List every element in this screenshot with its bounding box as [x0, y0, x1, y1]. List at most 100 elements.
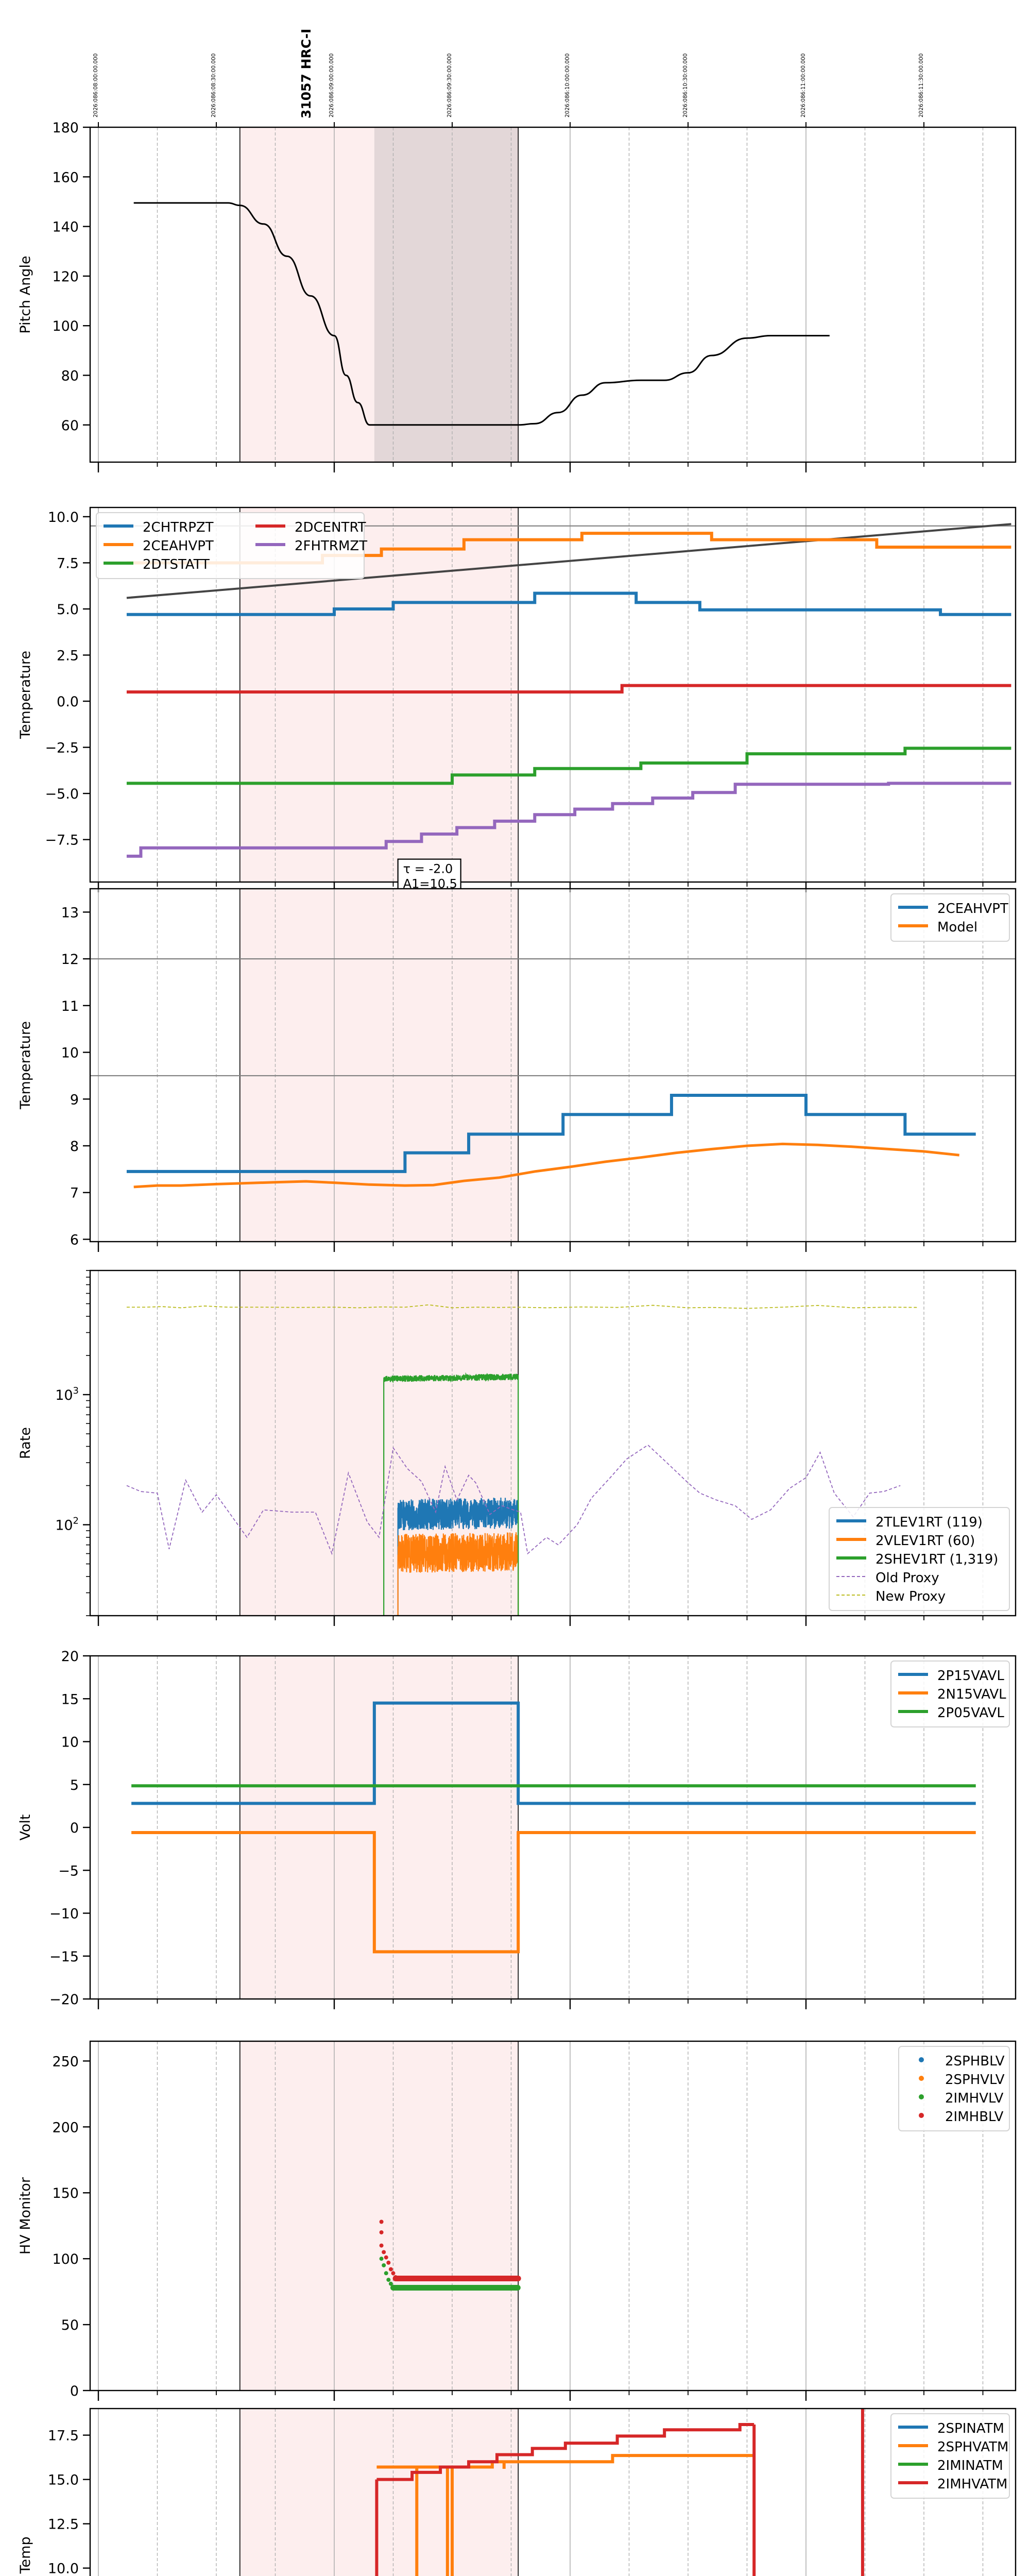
series-2chtrpzt [126, 591, 1011, 616]
legend-label: 2P15VAVL [937, 1668, 1004, 1684]
y-tick-label: 8 [70, 1139, 79, 1155]
axes-frame [89, 126, 1017, 463]
y-tick-label: 150 [52, 2185, 79, 2201]
series-2p15vavl [131, 1701, 976, 1805]
series-line [126, 523, 1011, 599]
plot-area [126, 1304, 917, 1616]
y-tick-label: 60 [61, 418, 79, 434]
y-tick-label: −10 [49, 1906, 79, 1922]
legend: 2SPHBLV 2SPHVLV 2IMHVLV 2IMHBLV [898, 2046, 1010, 2131]
panel-volt: −20−15−10−505101520Volt2P15VAVL2N15VAVL2… [18, 1649, 1017, 2009]
legend-label: 2SHEV1RT (1,319) [876, 1552, 998, 1567]
y-axis-label: Volt [18, 1815, 33, 1841]
axes-frame [89, 1269, 1017, 1617]
legend-label: Old Proxy [876, 1570, 939, 1586]
legend-item: 2P05VAVL [898, 1705, 1004, 1721]
scatter-point [379, 2230, 384, 2234]
legend-item: 2SPHBLV [919, 2054, 1005, 2069]
top-time-label: 2026:086:08:30:00.000 [211, 54, 217, 117]
axes-frame [89, 2040, 1017, 2392]
y-tick-label: 0.0 [57, 694, 79, 710]
series-2imhblv [379, 2219, 521, 2282]
y-tick-label: 200 [52, 2120, 79, 2136]
axes-frame [89, 1655, 1017, 2000]
y-tick-label: 10 [61, 1045, 79, 1061]
series-2tlev1rt-119- [397, 1497, 519, 1616]
panel-temp1: −7.5 −5.0 −2.5 0.0 2.5 5.0 7.5 10.0 Temperature 2… [18, 506, 1017, 911]
legend-label: 2TLEV1RT (119) [876, 1515, 983, 1530]
legend-item: 2SHEV1RT (1,319) [836, 1552, 998, 1567]
plot-area [133, 202, 830, 426]
y-tick-label: 140 [52, 219, 79, 235]
y-tick-label: 15.0 [48, 2472, 79, 2488]
series-2sphvatm [376, 2454, 754, 2576]
legend-label: 2DTSTATT [143, 557, 210, 572]
axes-frame [89, 506, 1017, 883]
y-tick-label: −2.5 [45, 740, 79, 756]
legend-label: 2IMHVATM [937, 2477, 1007, 2492]
step-line [126, 1094, 976, 1173]
shaded-interval [239, 889, 519, 1242]
step-line [126, 782, 1011, 858]
legend-marker [919, 2057, 924, 2062]
legend-item: 2SPINATM [898, 2421, 1004, 2436]
series-pitch [133, 202, 830, 426]
legend-frame [829, 1507, 1010, 1611]
series-2fhtrmzt [126, 782, 1011, 858]
y-tick-label: 10.0 [48, 2561, 79, 2576]
top-time-label: 2026:086:11:30:00.000 [918, 54, 924, 117]
legend-marker [919, 2113, 924, 2118]
scatter-point [382, 2263, 386, 2267]
proxy-line [126, 1444, 901, 1555]
legend-marker [919, 2094, 924, 2099]
scatter-point [388, 2267, 393, 2272]
y-tick-label: −7.5 [45, 833, 79, 849]
legend-item: 2IMHBLV [919, 2109, 1004, 2125]
scatter-point [386, 2260, 391, 2265]
legend-item: 2N15VAVL [898, 1687, 1006, 1702]
legend-marker [919, 2076, 924, 2081]
legend-item: Old Proxy [836, 1570, 939, 1586]
scatter-point [391, 2271, 396, 2276]
legend-label: 2DCENTRT [295, 520, 366, 535]
y-tick-label: 0 [70, 2383, 79, 2399]
plot-area [375, 2409, 864, 2576]
legend-label: 2SPHBLV [945, 2054, 1005, 2069]
legend-item: 2SPHVATM [898, 2439, 1008, 2455]
scatter-point [382, 2250, 386, 2255]
y-axis-label: Temperature [18, 651, 33, 739]
legend-item: New Proxy [836, 1589, 946, 1604]
proxy-line [126, 1304, 917, 1309]
y-tick-label: 250 [52, 2054, 79, 2070]
legend-label: 2IMHBLV [945, 2109, 1004, 2125]
legend-label: 2SPINATM [937, 2421, 1004, 2436]
top-time-label: 2026:086:09:00:00.000 [329, 54, 335, 117]
panel-pitch: 60 80 100 120 140 160 180 Pitch Angle [18, 120, 1017, 472]
legend-frame [898, 2046, 1010, 2131]
legend-label: 2SPHVATM [937, 2439, 1008, 2455]
y-tick-label: 80 [61, 368, 79, 384]
legend-label: 2N15VAVL [937, 1687, 1006, 1702]
series-line [133, 1142, 959, 1189]
series-trend [126, 523, 1011, 599]
legend-label: 2FHTRMZT [295, 538, 367, 554]
shaded-interval [239, 1656, 519, 1999]
legend: 2CHTRPZT 2CEAHVPT 2DTSTATT 2DCENTRT 2FHTRMZT [96, 512, 367, 579]
legend-label: 2IMHVLV [945, 2091, 1004, 2106]
series-old-proxy [126, 1444, 901, 1555]
pitch-line [133, 202, 830, 426]
y-tick-label: 180 [52, 120, 79, 136]
step-line [376, 2454, 754, 2469]
step-line [131, 1701, 976, 1805]
step-line [126, 591, 1011, 616]
rate-trace [383, 1372, 519, 1616]
legend-label: 2IMINATM [937, 2458, 1003, 2473]
legend-label: 2VLEV1RT (60) [876, 1533, 975, 1549]
legend-item: 2CEAHVPT [104, 538, 214, 554]
series-2ceahvpt [126, 1094, 976, 1173]
legend-item: 2IMHVLV [919, 2091, 1004, 2106]
series-2vlev1rt-60- [397, 1532, 519, 1616]
y-tick-label: 13 [61, 905, 79, 921]
top-time-labels: 2026:086:08:00:00.000 2026:086:08:30:00.0… [93, 54, 924, 117]
